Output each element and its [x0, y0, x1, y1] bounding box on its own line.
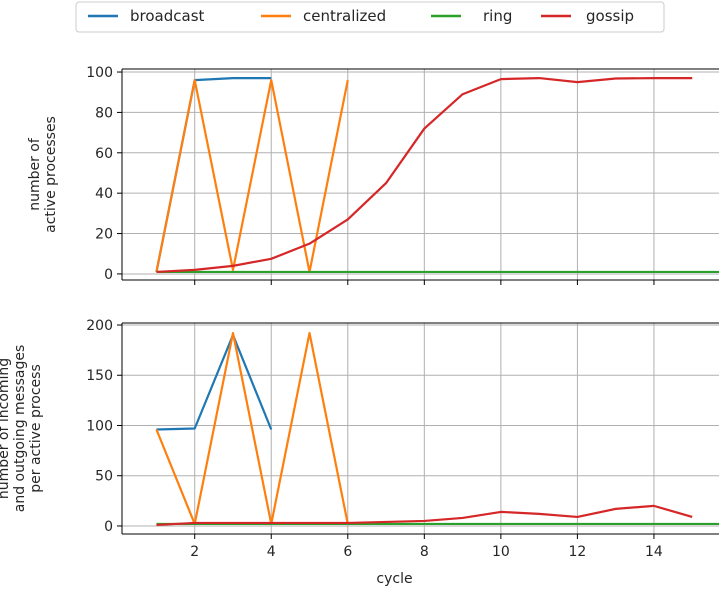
x-axis-label: cycle	[376, 571, 412, 587]
y-tick-label: 150	[86, 368, 113, 384]
legend-entry-centralized: centralized	[261, 7, 386, 25]
x-tick-label: 4	[267, 544, 276, 560]
y-tick-label: 200	[86, 318, 113, 334]
legend-label-gossip: gossip	[586, 7, 634, 25]
panel-1: 0 20 40 60 80 100 number of active processes	[27, 65, 719, 285]
y-axis-label: number of	[27, 137, 43, 211]
y-axis-label: number of incoming	[0, 358, 12, 499]
legend-label-ring: ring	[483, 7, 512, 25]
y-tick-label: 0	[104, 519, 113, 535]
y-tick-label: 80	[95, 105, 113, 121]
y-tick-label: 50	[95, 469, 113, 485]
y-tick-label: 40	[95, 186, 113, 202]
x-tick-label: 10	[492, 544, 510, 560]
legend-frame	[75, 1, 665, 33]
x-tick-label: 8	[420, 544, 429, 560]
y-tick-label: 0	[104, 267, 113, 283]
y-tick-label: 100	[86, 418, 113, 434]
y-tick-label: 100	[86, 65, 113, 81]
legend-label-broadcast: broadcast	[130, 7, 205, 25]
legend-entry-gossip: gossip	[541, 7, 634, 25]
legend: broadcast centralized ring gossip	[75, 1, 665, 33]
y-tick-label: 60	[95, 146, 113, 162]
y-axis-label: and outgoing messages	[12, 345, 28, 512]
y-axis-label: active processes	[43, 116, 59, 233]
legend-entry-broadcast: broadcast	[88, 7, 205, 25]
series-line-gossip	[156, 504, 693, 527]
y-tick-label: 20	[95, 227, 113, 243]
series-line-centralized	[155, 79, 349, 274]
series-line-gossip	[156, 76, 693, 274]
legend-label-centralized: centralized	[303, 7, 386, 25]
y-axis-label: per active process	[28, 364, 44, 493]
legend-entry-ring: ring	[431, 7, 512, 25]
x-tick-label: 12	[568, 544, 586, 560]
panel-2: 2 4 6 8 10 12 14 0 50 100 150 200 number of incoming…	[0, 318, 719, 587]
x-tick-label: 6	[343, 544, 352, 560]
series-line-centralized	[155, 331, 349, 526]
series-line-broadcast	[156, 333, 273, 431]
x-tick-label: 2	[190, 544, 199, 560]
x-tick-label: 14	[645, 544, 663, 560]
